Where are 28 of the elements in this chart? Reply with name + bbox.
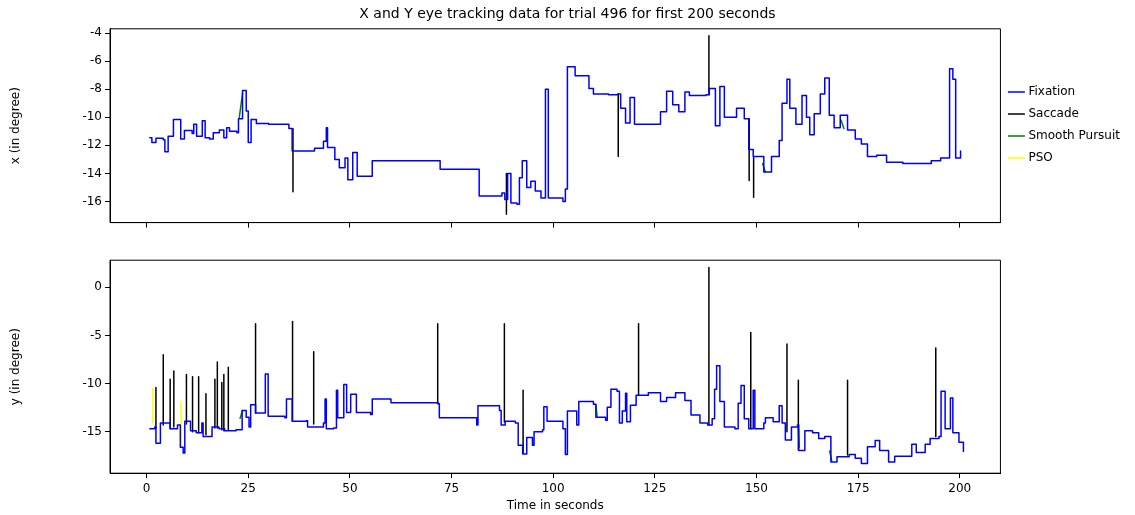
y-tick-label: -5 <box>90 327 102 342</box>
x-axis-title: Time in seconds <box>505 497 604 512</box>
legend-label: Fixation <box>1028 84 1076 99</box>
x-tick-label: 125 <box>643 480 667 495</box>
y-tick-label: -15 <box>82 423 102 438</box>
x-tick-label: 150 <box>745 480 768 495</box>
y-axis-title: y (in degree) <box>8 328 23 406</box>
x-tick-label: 175 <box>846 480 870 495</box>
chart-title: X and Y eye tracking data for trial 496 for first 200 seconds <box>359 5 776 22</box>
x-tick-label: 100 <box>541 480 565 495</box>
y-tick-label: -16 <box>82 193 102 208</box>
y-tick-label: -12 <box>82 137 102 152</box>
x-tick-label: 200 <box>948 480 972 495</box>
legend-label: Smooth Pursuit <box>1028 128 1121 143</box>
y-tick-label: 0 <box>94 279 102 294</box>
y-tick-label: -10 <box>82 375 102 390</box>
x-tick-label: 75 <box>443 480 460 495</box>
x-tick-label: 25 <box>240 480 256 495</box>
y-tick-label: -4 <box>90 25 102 40</box>
y-tick-label: -10 <box>82 109 102 124</box>
legend-label: Saccade <box>1028 106 1079 121</box>
y-axis-title: x (in degree) <box>8 87 23 165</box>
y-tick-label: -14 <box>82 165 102 180</box>
y-tick-label: -8 <box>90 81 102 96</box>
legend-label: PSO <box>1028 150 1053 165</box>
y-tick-label: -6 <box>90 53 102 68</box>
x-tick-label: 0 <box>142 480 151 495</box>
x-tick-label: 50 <box>342 480 358 495</box>
